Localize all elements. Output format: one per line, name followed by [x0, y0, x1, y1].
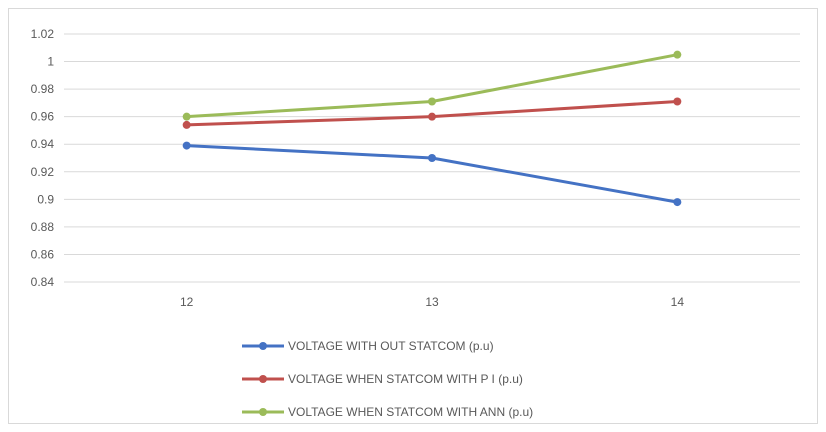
legend-item-2: VOLTAGE WHEN STATCOM WITH ANN (p.u) — [242, 405, 533, 419]
series-lines — [182, 50, 682, 207]
x-axis-ticks: 12 13 14 — [180, 295, 684, 309]
legend-item-1: VOLTAGE WHEN STATCOM WITH P I (p.u) — [242, 372, 523, 386]
data-point — [673, 97, 682, 106]
series-1 — [182, 97, 682, 129]
x-tick-label: 13 — [425, 295, 439, 309]
y-tick-label: 0.98 — [31, 82, 55, 96]
data-point — [182, 120, 191, 129]
legend-label: VOLTAGE WITH OUT STATCOM (p.u) — [288, 339, 494, 353]
y-tick-label: 0.96 — [31, 110, 55, 124]
y-tick-label: 0.9 — [37, 192, 54, 206]
data-point — [673, 198, 682, 207]
data-point — [428, 154, 436, 162]
series-0 — [182, 141, 682, 207]
chart-border — [8, 8, 818, 424]
y-tick-label: 0.94 — [31, 137, 55, 151]
data-point — [182, 112, 191, 121]
y-tick-label: 0.84 — [31, 275, 55, 289]
legend: VOLTAGE WITH OUT STATCOM (p.u) VOLTAGE WH… — [242, 339, 533, 419]
series-2 — [182, 50, 682, 121]
y-tick-label: 0.92 — [31, 165, 55, 179]
y-axis-ticks: 1.02 1 0.98 0.96 0.94 0.92 0.9 0.88 0.86 0.84 — [31, 27, 55, 289]
y-tick-label: 1.02 — [31, 27, 55, 41]
data-point — [428, 112, 436, 121]
x-tick-label: 14 — [671, 295, 685, 309]
y-tick-label: 0.88 — [31, 220, 55, 234]
legend-label: VOLTAGE WHEN STATCOM WITH ANN (p.u) — [288, 405, 533, 419]
data-point — [182, 141, 191, 150]
y-tick-label: 0.86 — [31, 247, 55, 261]
legend-item-0: VOLTAGE WITH OUT STATCOM (p.u) — [242, 339, 494, 353]
legend-marker — [259, 408, 267, 416]
data-point — [428, 97, 436, 106]
data-point — [673, 50, 682, 59]
legend-label: VOLTAGE WHEN STATCOM WITH P I (p.u) — [288, 372, 523, 386]
x-tick-label: 12 — [180, 295, 194, 309]
legend-marker — [259, 375, 267, 383]
legend-marker — [259, 342, 267, 350]
y-tick-label: 1 — [47, 55, 54, 69]
